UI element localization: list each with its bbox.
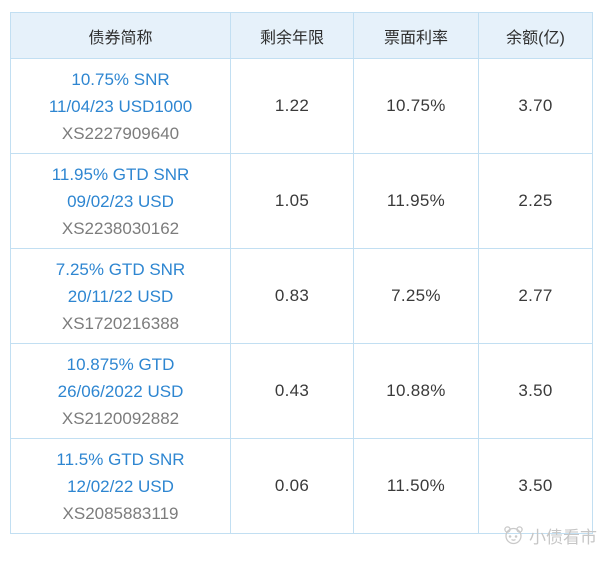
bond-table: 债券简称 剩余年限 票面利率 余额(亿) 10.75% SNR 11/04/23… [10, 12, 593, 534]
bond-name-line1: 10.75% SNR [71, 69, 170, 89]
bond-name-link[interactable]: 11.5% GTD SNR 12/02/22 USD [15, 446, 226, 500]
table-row: 11.5% GTD SNR 12/02/22 USD XS2085883119 … [10, 438, 593, 534]
watermark: 小债看市 [500, 522, 597, 548]
bond-isin: XS2120092882 [61, 408, 180, 428]
bond-name-line2: 20/11/22 USD [67, 286, 174, 306]
header-bond-name: 债券简称 [10, 12, 231, 59]
bond-name-line2: 26/06/2022 USD [57, 381, 184, 401]
balance-cell: 3.50 [478, 343, 593, 439]
coupon-rate-cell: 11.95% [353, 153, 479, 249]
bond-name-cell: 10.75% SNR 11/04/23 USD1000 XS2227909640 [10, 58, 231, 154]
balance-cell: 3.70 [478, 58, 593, 154]
bond-isin: XS2238030162 [61, 218, 180, 238]
remaining-years-cell: 0.06 [230, 438, 354, 534]
coupon-rate-cell: 7.25% [353, 248, 479, 344]
bond-name-cell: 7.25% GTD SNR 20/11/22 USD XS1720216388 [10, 248, 231, 344]
coupon-rate-cell: 11.50% [353, 438, 479, 534]
bond-name-cell: 11.5% GTD SNR 12/02/22 USD XS2085883119 [10, 438, 231, 534]
bond-name-line1: 11.95% GTD SNR [51, 164, 190, 184]
table-row: 7.25% GTD SNR 20/11/22 USD XS1720216388 … [10, 248, 593, 344]
balance-cell: 2.25 [478, 153, 593, 249]
remaining-years-cell: 1.05 [230, 153, 354, 249]
remaining-years-cell: 0.83 [230, 248, 354, 344]
bond-isin: XS2227909640 [61, 123, 180, 143]
coupon-rate-cell: 10.88% [353, 343, 479, 439]
bond-name-cell: 11.95% GTD SNR 09/02/23 USD XS2238030162 [10, 153, 231, 249]
bond-name-line1: 10.875% GTD [66, 354, 175, 374]
header-coupon-rate: 票面利率 [353, 12, 479, 59]
balance-cell: 2.77 [478, 248, 593, 344]
header-balance: 余额(亿) [478, 12, 593, 59]
bond-isin: XS1720216388 [61, 313, 180, 333]
bond-isin: XS2085883119 [62, 503, 179, 523]
bond-name-line2: 09/02/23 USD [67, 191, 174, 211]
table-row: 11.95% GTD SNR 09/02/23 USD XS2238030162… [10, 153, 593, 249]
bond-name-line2: 11/04/23 USD1000 [48, 96, 193, 116]
balance-cell: 3.50 [478, 438, 593, 534]
watermark-label: 小债看市 [529, 527, 597, 547]
table-header-row: 债券简称 剩余年限 票面利率 余额(亿) [10, 12, 593, 59]
bond-name-link[interactable]: 10.875% GTD 26/06/2022 USD [15, 351, 226, 405]
bond-table-container: 债券简称 剩余年限 票面利率 余额(亿) 10.75% SNR 11/04/23… [10, 12, 593, 534]
table-row: 10.875% GTD 26/06/2022 USD XS2120092882 … [10, 343, 593, 439]
bond-name-line2: 12/02/22 USD [67, 476, 174, 496]
bond-name-cell: 10.875% GTD 26/06/2022 USD XS2120092882 [10, 343, 231, 439]
coupon-rate-cell: 10.75% [353, 58, 479, 154]
bond-name-link[interactable]: 10.75% SNR 11/04/23 USD1000 [15, 66, 226, 120]
remaining-years-cell: 0.43 [230, 343, 354, 439]
bond-name-line1: 7.25% GTD SNR [55, 259, 186, 279]
remaining-years-cell: 1.22 [230, 58, 354, 154]
bond-name-link[interactable]: 11.95% GTD SNR 09/02/23 USD [15, 161, 226, 215]
table-row: 10.75% SNR 11/04/23 USD1000 XS2227909640… [10, 58, 593, 154]
bond-name-line1: 11.5% GTD SNR [56, 449, 185, 469]
bond-name-link[interactable]: 7.25% GTD SNR 20/11/22 USD [15, 256, 226, 310]
header-remaining-years: 剩余年限 [230, 12, 354, 59]
panda-logo-icon [504, 526, 523, 545]
